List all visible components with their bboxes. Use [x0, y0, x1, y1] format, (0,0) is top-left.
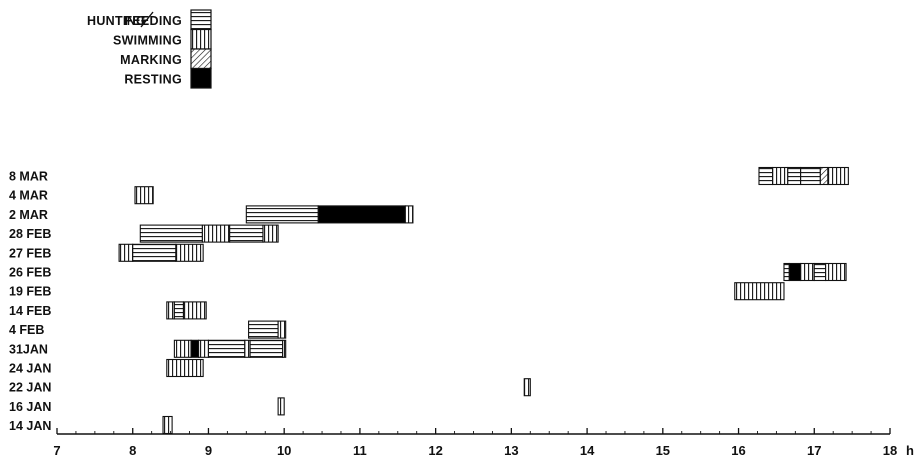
bar-segment-hunting — [801, 168, 821, 185]
bar-segment-hunting — [230, 225, 263, 242]
bar-segment-resting — [191, 340, 199, 357]
bar-segment-hunting — [788, 168, 801, 185]
x-tick-label: 13 — [504, 443, 518, 458]
row-label: 31JAN — [9, 342, 48, 356]
date-labels: 8 MAR 4 MAR 2 MAR 28 FEB 27 FEB 26 FEB 19 FEB 1… — [9, 170, 51, 434]
bar-segment-swimming — [524, 379, 530, 396]
bar-segment-swimming — [135, 187, 153, 204]
row-label: 24 JAN — [9, 362, 51, 376]
x-tick-label: 10 — [277, 443, 291, 458]
row-label: 27 FEB — [9, 246, 51, 260]
x-axis: 7 8 9 10 11 12 13 14 15 16 17 18 h — [53, 428, 914, 458]
bar-segment-hunting — [246, 206, 318, 223]
bar-segment-swimming — [263, 225, 278, 242]
row-label: 19 FEB — [9, 285, 51, 299]
bar-segment-hunting — [814, 264, 825, 281]
bar-segment-swimming — [826, 264, 846, 281]
bar-segment-hunting — [208, 340, 244, 357]
row-label: 26 FEB — [9, 266, 51, 280]
bar-segment-resting — [318, 206, 405, 223]
bar-segment-swimming — [167, 302, 175, 319]
bar-segment-hunting — [249, 321, 279, 338]
legend-label-marking: MARKING — [120, 53, 182, 67]
row-label: 4 FEB — [9, 323, 44, 337]
row-label: 8 MAR — [9, 170, 48, 184]
x-tick-label: 16 — [731, 443, 745, 458]
bar-segment-swimming — [405, 206, 413, 223]
x-tick-label: 11 — [353, 443, 367, 458]
legend-label-resting: RESTING — [124, 73, 182, 87]
row-label: 2 MAR — [9, 208, 48, 222]
x-tick-label: 17 — [807, 443, 821, 458]
bar-segment-swimming — [167, 360, 203, 377]
bar-segment-swimming — [183, 302, 206, 319]
bar-segment-swimming — [278, 398, 284, 415]
legend-swatch-hunting — [191, 10, 211, 30]
bar-segment-swimming — [283, 340, 286, 357]
x-tick-label: 18 — [883, 443, 897, 458]
bar-segment-swimming — [828, 168, 848, 185]
bar-segment-swimming — [773, 168, 788, 185]
x-tick-label: 9 — [205, 443, 212, 458]
bar-segment-swimming — [199, 340, 209, 357]
row-label: 28 FEB — [9, 227, 51, 241]
timeline-bars — [119, 168, 848, 434]
x-tick-label: 14 — [580, 443, 595, 458]
legend-label-hunting-2: FEEDING — [124, 14, 182, 28]
bar-segment-hunting — [759, 168, 773, 185]
x-tick-label: 8 — [129, 443, 136, 458]
bar-segment-swimming — [176, 244, 203, 261]
bar-segment-swimming — [202, 225, 229, 242]
bar-segment-hunting — [174, 302, 183, 319]
bar-segment-marking — [820, 168, 828, 185]
x-axis-unit: h — [906, 443, 914, 458]
x-tick-label: 15 — [656, 443, 670, 458]
bar-segment-hunting — [784, 264, 789, 281]
bar-segment-swimming — [735, 283, 784, 300]
row-label: 22 JAN — [9, 381, 51, 395]
bar-segment-hunting — [140, 225, 202, 242]
row-label: 14 JAN — [9, 419, 51, 433]
legend-swatch-resting — [191, 69, 211, 89]
legend-label-swimming: SWIMMING — [113, 34, 182, 48]
bar-segment-hunting — [133, 244, 176, 261]
bar-segment-swimming — [119, 244, 133, 261]
legend-swatch-marking — [191, 49, 211, 69]
legend-swatch-swimming — [191, 30, 211, 50]
bar-segment-swimming — [801, 264, 815, 281]
row-label: 14 FEB — [9, 304, 51, 318]
bar-segment-swimming — [278, 321, 286, 338]
x-tick-label: 12 — [428, 443, 442, 458]
bar-segment-resting — [789, 264, 800, 281]
row-label: 16 JAN — [9, 400, 51, 414]
bar-segment-hunting — [250, 340, 283, 357]
row-label: 4 MAR — [9, 189, 48, 203]
bar-segment-swimming — [245, 340, 250, 357]
x-tick-label: 7 — [53, 443, 60, 458]
bar-segment-swimming — [174, 340, 191, 357]
bar-segment-swimming — [163, 417, 172, 434]
